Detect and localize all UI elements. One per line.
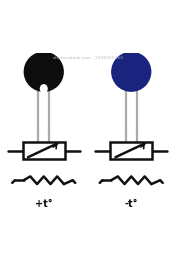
Circle shape [111,52,151,92]
FancyBboxPatch shape [23,142,65,159]
Text: +t°: +t° [35,199,52,209]
Ellipse shape [40,85,47,93]
Text: shutterstock.com · 2558355163: shutterstock.com · 2558355163 [52,56,122,60]
Circle shape [24,52,64,92]
Text: -t°: -t° [124,199,138,209]
FancyBboxPatch shape [110,142,152,159]
